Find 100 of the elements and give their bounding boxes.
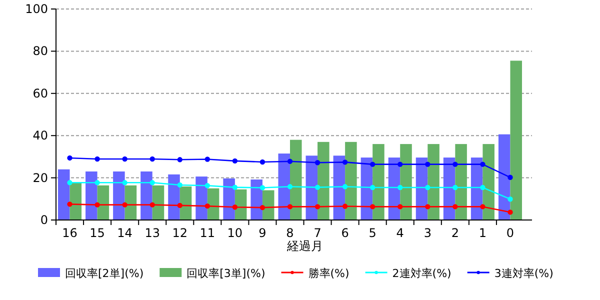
bar: [482, 144, 494, 220]
point: [398, 204, 403, 210]
point: [260, 159, 266, 165]
point: [94, 156, 100, 162]
point: [287, 158, 293, 164]
point: [67, 202, 72, 207]
point: [342, 204, 348, 209]
bar: [318, 142, 330, 220]
point: [452, 204, 458, 210]
point: [177, 157, 182, 162]
bar: [196, 176, 208, 220]
point: [370, 162, 376, 167]
bar: [455, 144, 467, 220]
y-tick-label: 0: [40, 213, 48, 227]
x-tick-label: 5: [368, 226, 376, 240]
bar: [498, 134, 510, 220]
point: [425, 204, 430, 210]
bar: [262, 190, 274, 220]
point: [314, 184, 320, 190]
point: [370, 184, 376, 190]
point: [508, 210, 513, 215]
point: [425, 162, 430, 167]
x-tick-label: 4: [396, 226, 404, 240]
bar: [207, 188, 220, 220]
x-tick-label: 1: [478, 226, 487, 240]
bar: [152, 185, 164, 220]
x-axis-title: 経過月: [286, 239, 323, 253]
point: [480, 204, 486, 210]
point: [94, 180, 100, 186]
bar: [223, 178, 235, 220]
point: [204, 203, 210, 209]
point: [122, 180, 128, 186]
y-tick-label: 100: [25, 2, 48, 16]
x-tick-label: 9: [258, 226, 266, 240]
point: [508, 174, 513, 180]
point: [177, 182, 182, 188]
bar: [86, 171, 98, 220]
point: [342, 160, 348, 165]
x-tick-label: 14: [117, 226, 132, 240]
point: [287, 204, 293, 210]
legend-label: 回収率[2単](%): [65, 267, 144, 280]
x-tick-label: 13: [144, 226, 160, 240]
bar: [372, 144, 384, 220]
bar: [428, 144, 440, 220]
legend-label: 3連対率(%): [494, 267, 554, 280]
point: [94, 202, 100, 208]
legend-label: 勝率(%): [308, 267, 350, 280]
point: [314, 204, 320, 210]
bar: [400, 144, 412, 220]
point: [398, 184, 403, 190]
point: [480, 162, 486, 167]
y-tick-label: 60: [32, 86, 48, 100]
point: [314, 160, 320, 166]
x-tick-label: 3: [424, 226, 432, 240]
point: [67, 155, 72, 161]
y-tick-label: 20: [32, 170, 48, 185]
point: [232, 158, 238, 164]
bar: [290, 140, 302, 220]
bar: [113, 171, 125, 220]
point: [232, 204, 238, 210]
point: [67, 180, 72, 186]
point: [177, 202, 182, 208]
x-tick-label: 0: [506, 226, 514, 240]
point: [232, 184, 238, 190]
point: [204, 156, 210, 162]
point: [150, 180, 155, 186]
bar: [180, 186, 192, 220]
point: [260, 185, 266, 190]
point: [342, 184, 348, 190]
bar: [97, 185, 110, 220]
x-tick-label: 16: [62, 226, 78, 240]
point: [370, 204, 376, 210]
bar: [58, 169, 70, 220]
point: [122, 202, 128, 208]
y-tick-label: 40: [32, 128, 48, 143]
x-tick-label: 10: [227, 226, 243, 240]
bar: [278, 154, 290, 220]
x-tick-label: 7: [314, 226, 322, 240]
x-tick-label: 2: [451, 226, 459, 240]
legend-label: 回収率[3単](%): [186, 267, 266, 280]
x-tick-label: 8: [286, 226, 294, 240]
point: [150, 202, 155, 208]
x-tick-label: 6: [341, 226, 349, 240]
x-tick-label: 12: [172, 226, 188, 240]
point: [287, 184, 293, 190]
y-tick-label: 80: [32, 44, 48, 58]
bar: [250, 179, 262, 220]
bar: [510, 60, 522, 220]
point: [398, 162, 403, 167]
bar: [140, 171, 152, 220]
point: [452, 184, 458, 190]
legend-label: 2連対率(%): [392, 267, 452, 280]
point: [480, 184, 486, 190]
point: [150, 156, 155, 162]
point: [122, 156, 128, 162]
bar: [345, 142, 357, 220]
bar: [124, 185, 137, 220]
point: [425, 184, 430, 190]
point: [452, 162, 458, 167]
x-tick-label: 11: [200, 226, 216, 240]
